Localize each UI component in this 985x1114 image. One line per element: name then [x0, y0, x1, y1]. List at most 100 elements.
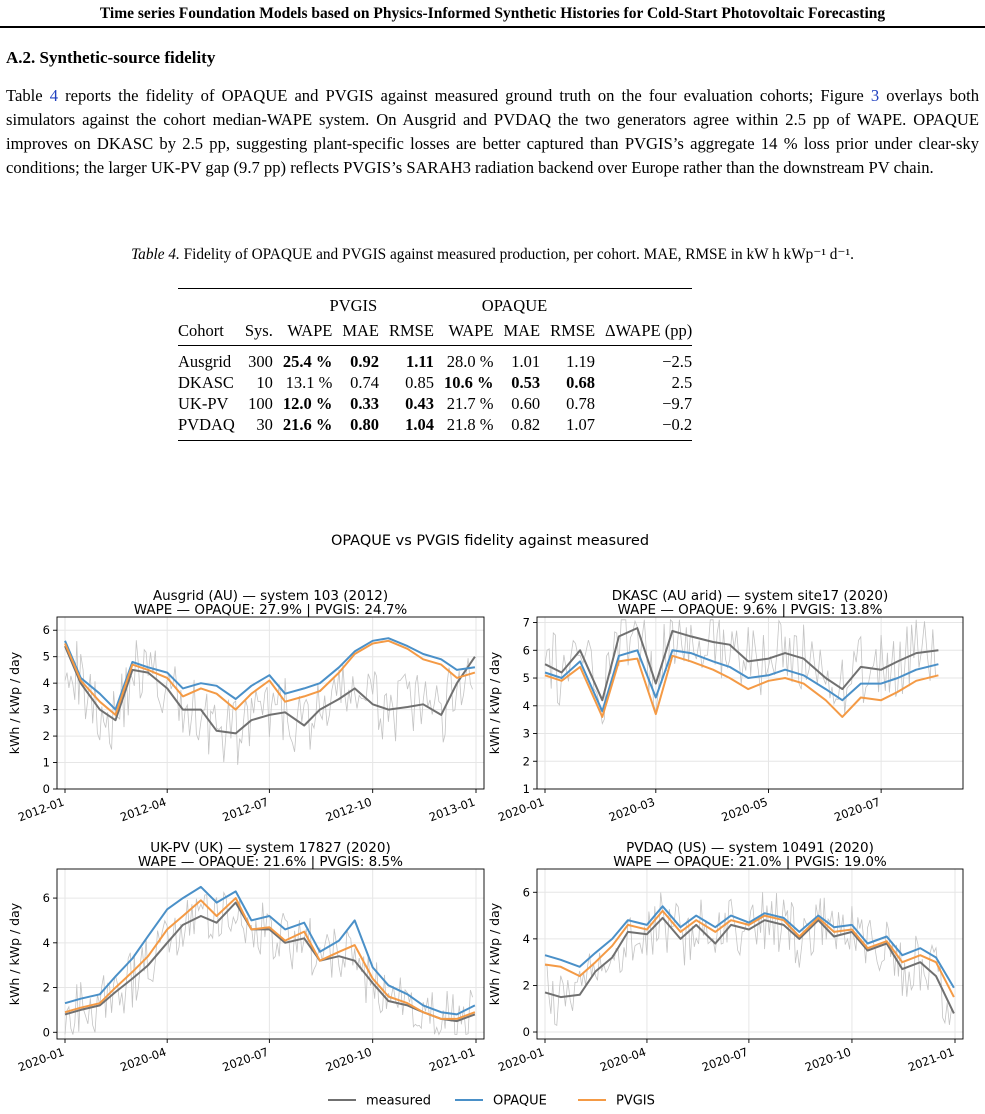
table-cell: 10 [256, 372, 273, 392]
series-line-measured [64, 901, 476, 1023]
table-row: PVDAQ 30 21.6 % 0.80 1.04 21.8 % 0.82 1.07 −0.2 [178, 414, 693, 441]
table-cell: 21.8 % [433, 414, 494, 441]
y-tick-label: 2 [43, 981, 50, 995]
x-tick-label: 2020-01 [496, 1045, 546, 1075]
table-cell: 0.43 [405, 393, 434, 413]
y-tick-label: 3 [523, 727, 530, 741]
x-tick-label: 2020-07 [220, 1045, 270, 1075]
table-caption-label: Table 4. [131, 246, 180, 263]
x-tick-label: 2020-01 [16, 1045, 66, 1075]
table-row: Ausgrid 300 25.4 % 0.92 1.11 28.0 % 1.01 1.19 −2… [178, 346, 692, 373]
column-header: WAPE [433, 316, 494, 346]
legend-label: measured [366, 1094, 431, 1109]
y-tick-label: 0 [523, 1025, 530, 1039]
y-axis-label: kWh / kWp / day [7, 902, 22, 1005]
y-tick-label: 4 [43, 676, 50, 690]
chart-panel: 0 2 4 6 2020-01 2020-04 2020-07 2020-10 2021-01 k… [7, 840, 485, 1075]
y-tick-label: 6 [523, 643, 530, 657]
x-tick-label: 2020-01 [496, 795, 546, 825]
series-line-measured [544, 627, 939, 702]
y-tick-label: 0 [43, 782, 50, 796]
series-line-pvgis [64, 897, 476, 1020]
y-axis-label: kWh / kWp / day [7, 651, 22, 754]
series-line-pvgis [544, 654, 939, 718]
column-header: RMSE [540, 316, 596, 346]
section-heading: A.2. Synthetic-source fidelity [6, 48, 215, 68]
table-cell: −0.2 [595, 414, 693, 441]
x-tick-label: 2020-07 [700, 1045, 750, 1075]
chart-panel: 0 1 2 3 4 5 6 2012-01 2012-04 2012-07 2012-10 2013-… [7, 588, 485, 825]
table-cell: PVDAQ [178, 414, 235, 441]
series-line-measured [544, 916, 955, 1014]
paragraph-text: overlays both simulators against the coh… [6, 86, 980, 177]
x-tick-label: 2012-01 [16, 795, 66, 825]
figure-reference-link[interactable]: 3 [870, 86, 880, 105]
column-header: MAE [493, 316, 541, 346]
y-tick-label: 5 [43, 650, 50, 664]
table-cell: 0.78 [566, 393, 596, 413]
column-header: Sys. [234, 316, 273, 346]
y-tick-label: 4 [523, 932, 530, 946]
y-axis-label: kWh / kWp / day [487, 651, 502, 754]
plot-frame [56, 616, 485, 790]
table-cell: UK-PV [178, 393, 229, 413]
header-rule [0, 26, 985, 28]
table-cell: 0.85 [405, 372, 434, 392]
series-line-opaque [64, 637, 476, 711]
table-cell: −9.7 [662, 393, 693, 413]
table-cell: 0.33 [350, 393, 379, 413]
y-tick-label: 5 [523, 671, 530, 685]
chart-title: Ausgrid (AU) — system 103 (2012) [153, 588, 388, 604]
section-number: A.2. [6, 48, 36, 67]
table-row: DKASC 10 13.1 % 0.74 0.85 10.6 % 0.53 0.68 2.5 [178, 372, 692, 393]
series-line-opaque [544, 649, 939, 713]
y-tick-label: 1 [43, 756, 50, 770]
body-paragraph: Table 4 reports the fidelity of OPAQUE a… [6, 84, 979, 180]
chart-subtitle: WAPE — OPAQUE: 27.9% | PVGIS: 24.7% [134, 602, 408, 618]
y-tick-label: 4 [523, 699, 530, 713]
figure-suptitle: OPAQUE vs PVGIS fidelity against measure… [331, 533, 649, 549]
y-tick-label: 0 [43, 1025, 50, 1039]
series-line-measured [64, 645, 476, 735]
table-header-row: Cohort Sys. WAPE MAE RMSE WAPE MAE RMSE ΔWAPE (p… [178, 316, 693, 346]
x-tick-label: 2020-03 [607, 795, 657, 825]
column-header: MAE [332, 316, 379, 346]
y-tick-label: 7 [523, 616, 530, 630]
results-table: PVGIS OPAQUE Cohort Sys. WAPE MAE RMSE WAPE MAE R… [178, 288, 693, 441]
table-cell: 28.0 % [446, 351, 494, 371]
table-cell: 0.68 [566, 372, 596, 392]
table-cell: Ausgrid [178, 351, 232, 371]
y-tick-label: 6 [523, 885, 530, 899]
chart-title: DKASC (AU arid) — system site17 (2020) [612, 588, 889, 604]
table-cell: 0.53 [511, 372, 541, 392]
series-line-pvgis [64, 639, 476, 716]
table-row: UK-PV 100 12.0 % 0.33 0.43 21.7 % 0.60 0.78 −9.7 [178, 393, 692, 414]
chart-panel: 0 2 4 6 2020-01 2020-04 2020-07 2020-10 2021-01 k… [487, 840, 964, 1075]
table-cell: 2.5 [671, 372, 693, 392]
x-tick-label: 2021-01 [906, 1045, 956, 1075]
paragraph-text: reports the fidelity of OPAQUE and PVGIS… [58, 86, 871, 105]
group-header-pvgis: PVGIS [272, 288, 434, 316]
table-cell: 25.4 % [282, 351, 333, 371]
x-tick-label: 2020-07 [832, 795, 882, 825]
column-header: Cohort [178, 316, 235, 346]
table-header-spacer [595, 288, 693, 316]
table-cell: DKASC [178, 372, 234, 392]
x-tick-label: 2021-01 [427, 1045, 477, 1075]
table-reference-link[interactable]: 4 [49, 86, 59, 105]
table-group-header-row: PVGIS OPAQUE [178, 288, 693, 316]
measured-daily-line [544, 892, 952, 1027]
x-tick-label: 2012-07 [220, 795, 270, 825]
series-line-opaque [544, 905, 955, 989]
table-cell: 13.1 % [285, 372, 333, 392]
x-tick-label: 2013-01 [427, 795, 477, 825]
section-title: Synthetic-source fidelity [39, 48, 216, 67]
plot-frame [536, 616, 964, 790]
running-header: Time series Foundation Models based on P… [99, 5, 886, 22]
column-header: ΔWAPE (pp) [595, 316, 693, 346]
table-cell: 300 [248, 351, 273, 371]
y-tick-label: 2 [523, 754, 530, 768]
table-cell: 1.07 [540, 414, 596, 441]
table-cell: 12.0 % [282, 393, 333, 413]
y-tick-label: 2 [43, 729, 50, 743]
